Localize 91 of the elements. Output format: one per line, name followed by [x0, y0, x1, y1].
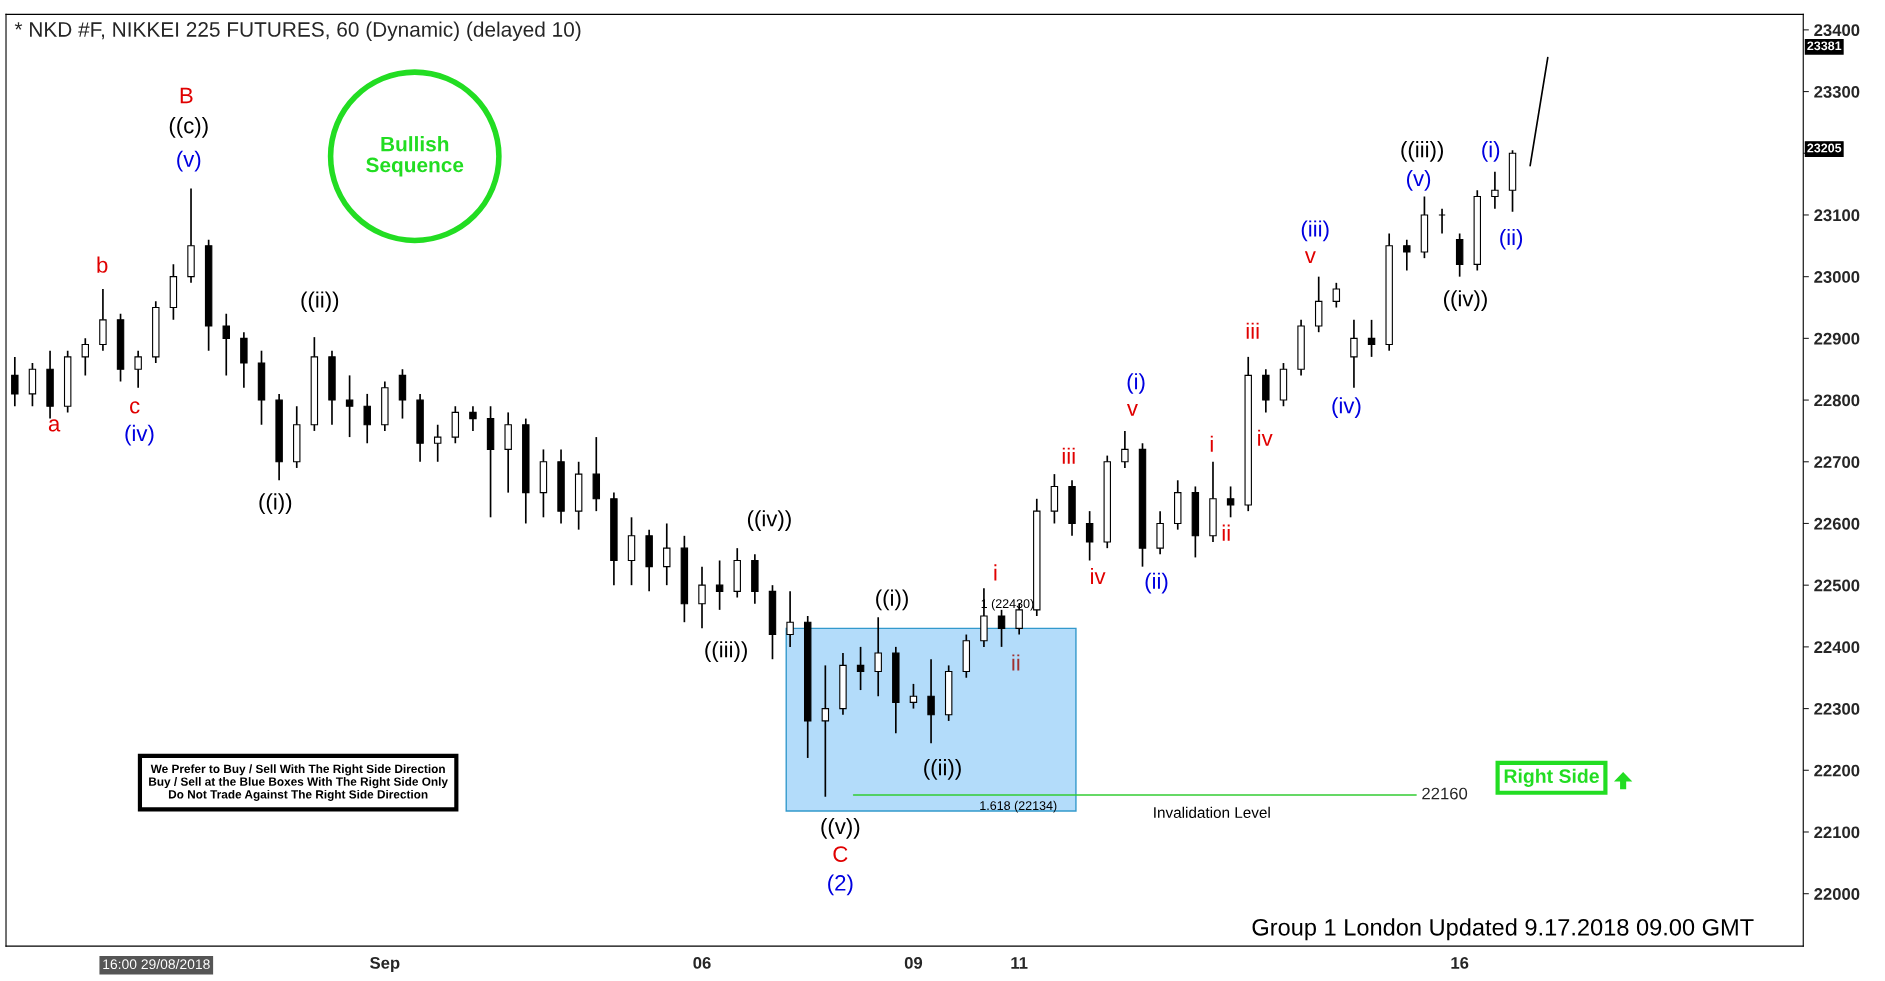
annotation: ((iv)) — [747, 510, 791, 531]
candlestick — [363, 393, 371, 445]
candlestick — [222, 312, 230, 377]
annotation: b — [97, 256, 108, 273]
annotation: (iv) — [125, 424, 154, 446]
y-tick-label: 22700 — [1814, 456, 1860, 468]
ref-line-label: 22160 — [1422, 787, 1468, 800]
annotation: i — [994, 564, 997, 581]
annotation: (i) — [1482, 141, 1500, 162]
candlestick — [1350, 319, 1358, 389]
candlestick — [1085, 510, 1094, 562]
candlestick — [345, 374, 354, 438]
annotation: Right Side — [1504, 768, 1599, 787]
candlestick — [663, 522, 671, 587]
candlestick — [1491, 170, 1499, 210]
y-tick-label: 22600 — [1814, 517, 1860, 530]
annotation: iv — [1258, 429, 1273, 446]
y-tick-label: 22100 — [1814, 826, 1860, 839]
y-tick-label: 23300 — [1814, 85, 1860, 98]
candlestick — [1226, 485, 1235, 519]
annotation: ((c)) — [169, 117, 208, 138]
candlestick — [698, 565, 706, 630]
annotation: ((ii)) — [301, 291, 339, 313]
annotation: iii — [1246, 322, 1259, 339]
candlestick — [856, 646, 865, 691]
candlestick — [1332, 281, 1341, 309]
y-tick-label: 22000 — [1814, 888, 1860, 900]
annotation: We Prefer to Buy / Sell With The Right Side Direction Buy / Sell at the Blue Boxes With The Right Side Only Do Not Trade Against The Right Side Direction — [149, 764, 448, 801]
candlestick — [1121, 430, 1129, 469]
annotation: (ii) — [1500, 228, 1523, 250]
text: 23205 — [1807, 143, 1842, 153]
x-tick-label: 16 — [1451, 956, 1469, 969]
candlestick — [469, 405, 477, 432]
annotation: ((v)) — [821, 817, 860, 839]
annotation: iv — [1091, 567, 1106, 585]
annotation: Bullish Sequence — [366, 136, 464, 177]
annotation: v — [1304, 251, 1316, 264]
annotation: ((iii)) — [705, 641, 747, 662]
candlestick — [1367, 319, 1376, 358]
x-tick-label: 09 — [904, 956, 923, 969]
candlestick — [786, 590, 794, 648]
y-tick-label: 22200 — [1814, 764, 1860, 777]
text: 16:00 29/08/2018 — [103, 958, 210, 970]
annotation: (ii) — [1145, 572, 1168, 594]
x-tick-label: 11 — [1011, 957, 1028, 969]
candlestick — [874, 616, 882, 698]
annotation: ((ii)) — [924, 759, 961, 780]
y-tick-label: 22900 — [1814, 332, 1860, 345]
x-tick-label: Sep — [370, 956, 400, 973]
annotation: ((i)) — [876, 589, 908, 611]
annotation: ((iii)) — [1401, 141, 1443, 162]
text: 23381 — [1807, 41, 1842, 51]
annotation: ((iv)) — [1444, 290, 1487, 311]
annotation: (2) — [828, 874, 853, 896]
annotation: i — [1210, 435, 1213, 452]
annotation: iii — [1062, 447, 1075, 464]
candlestick — [433, 423, 442, 463]
candlestick — [821, 664, 830, 798]
annotation: (iv) — [1332, 397, 1361, 418]
candlestick — [81, 337, 90, 377]
annotation: Group 1 London Updated 9.17.2018 09.00 GMT — [1252, 918, 1754, 941]
annotation: (iii) — [1301, 220, 1329, 242]
annotation: B — [180, 87, 193, 104]
annotation: Invalidation Level — [1154, 806, 1270, 818]
annotation: ii — [1222, 524, 1230, 541]
annotation: ((i)) — [259, 493, 292, 515]
y-tick-label: 23400 — [1814, 24, 1860, 37]
candlestick — [134, 349, 142, 389]
annotation: 1.618 (22134) — [980, 800, 1057, 813]
y-tick-label: 22800 — [1814, 394, 1860, 407]
annotation: (v) — [177, 150, 201, 172]
annotation: a — [48, 419, 61, 432]
y-tick-label: 23100 — [1814, 209, 1860, 222]
annotation: (v) — [1406, 169, 1431, 191]
chart-title: * NKD #F, NIKKEI 225 FUTURES, 60 (Dynamic) (delayed 10) — [14, 21, 581, 41]
candlestick — [997, 609, 1006, 648]
x-tick-label: 06 — [693, 956, 711, 969]
candlestick — [11, 356, 19, 408]
y-tick-label: 23000 — [1814, 271, 1860, 283]
annotation: c — [130, 401, 140, 414]
candlestick — [715, 559, 724, 611]
annotation: C — [833, 846, 848, 862]
annotation: (i) — [1127, 373, 1145, 394]
candlestick — [1403, 238, 1411, 272]
candlestick — [927, 658, 935, 744]
y-tick-label: 22300 — [1814, 702, 1860, 715]
candlestick — [909, 683, 918, 710]
annotation: ii — [1012, 654, 1020, 671]
y-tick-label: 22500 — [1814, 579, 1860, 592]
y-tick-label: 22400 — [1814, 641, 1860, 654]
annotation: v — [1126, 403, 1138, 416]
